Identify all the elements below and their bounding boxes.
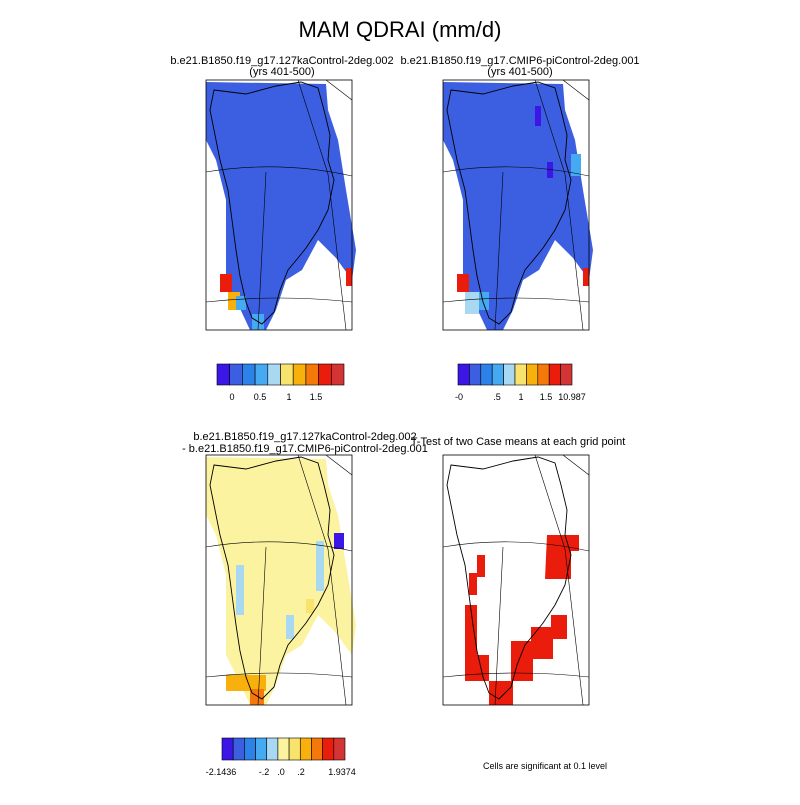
colorbar-box <box>277 737 290 761</box>
colorbar-box <box>469 363 482 386</box>
panel-title: b.e21.B1850.f19_g17.127kaControl-2deg.00… <box>193 431 416 443</box>
colorbar-box <box>526 363 539 386</box>
colorbar-box <box>322 737 335 761</box>
significance-note: Cells are significant at 0.1 level <box>483 761 607 771</box>
map-panel <box>205 454 356 706</box>
colorbar-box <box>229 363 243 386</box>
colorbar-box <box>232 737 245 761</box>
colorbar-label: 1.9374 <box>328 767 356 777</box>
colorbar-box <box>292 363 307 386</box>
colorbar-label: 1.5 <box>310 392 323 402</box>
colorbar-label: .0 <box>277 767 285 777</box>
panel-title: T-Test of two Case means at each grid po… <box>411 436 626 448</box>
colorbar-label: -2.1436 <box>206 767 237 777</box>
colorbar-box <box>254 363 269 386</box>
panel-subtitle: - b.e21.B1850.f19_g17.CMIP6-piControl-2d… <box>182 443 428 455</box>
colorbar-box <box>514 363 527 386</box>
panel-title: b.e21.B1850.f19_g17.127kaControl-2deg.00… <box>170 55 393 67</box>
colorbar-box <box>305 363 319 386</box>
colorbar-label: 0.5 <box>254 392 267 402</box>
colorbar-box <box>266 737 279 761</box>
colorbar-label: 10.987 <box>558 392 586 402</box>
colorbar-box <box>491 363 504 386</box>
colorbar-box <box>457 363 470 386</box>
colorbar-label: -.2 <box>259 767 270 777</box>
colorbar-box <box>242 363 256 386</box>
colorbar-label: .2 <box>297 767 305 777</box>
colorbar-label: 1 <box>518 392 523 402</box>
colorbar-label: -0 <box>455 392 463 402</box>
colorbar-box <box>480 363 493 386</box>
map-panel <box>442 79 593 331</box>
map-panel <box>442 454 590 706</box>
colorbar-box <box>318 363 332 386</box>
colorbar-box <box>333 737 346 761</box>
colorbar-box <box>311 737 323 761</box>
colorbar-box <box>560 363 573 386</box>
map-panel <box>205 79 356 331</box>
colorbar-label: 0 <box>229 392 234 402</box>
colorbar-box <box>288 737 301 761</box>
panel-subtitle: (yrs 401-500) <box>249 66 314 78</box>
colorbar-box <box>548 363 561 386</box>
colorbar-box <box>267 363 281 386</box>
colorbar-box <box>244 737 256 761</box>
colorbar-box <box>280 363 294 386</box>
panel-title: b.e21.B1850.f19_g17.CMIP6-piControl-2deg… <box>400 55 639 67</box>
colorbar-box <box>503 363 516 386</box>
figure-title: MAM QDRAI (mm/d) <box>299 17 502 42</box>
colorbar-box <box>537 363 550 386</box>
colorbar-box <box>299 737 312 761</box>
colorbar-box <box>255 737 268 761</box>
colorbar-box <box>221 737 234 761</box>
colorbar-label: 1 <box>286 392 291 402</box>
colorbar-label: 1.5 <box>540 392 553 402</box>
colorbar-box <box>216 363 230 386</box>
colorbar-label: .5 <box>493 392 501 402</box>
colorbar-box <box>330 363 345 386</box>
panel-subtitle: (yrs 401-500) <box>487 66 552 78</box>
